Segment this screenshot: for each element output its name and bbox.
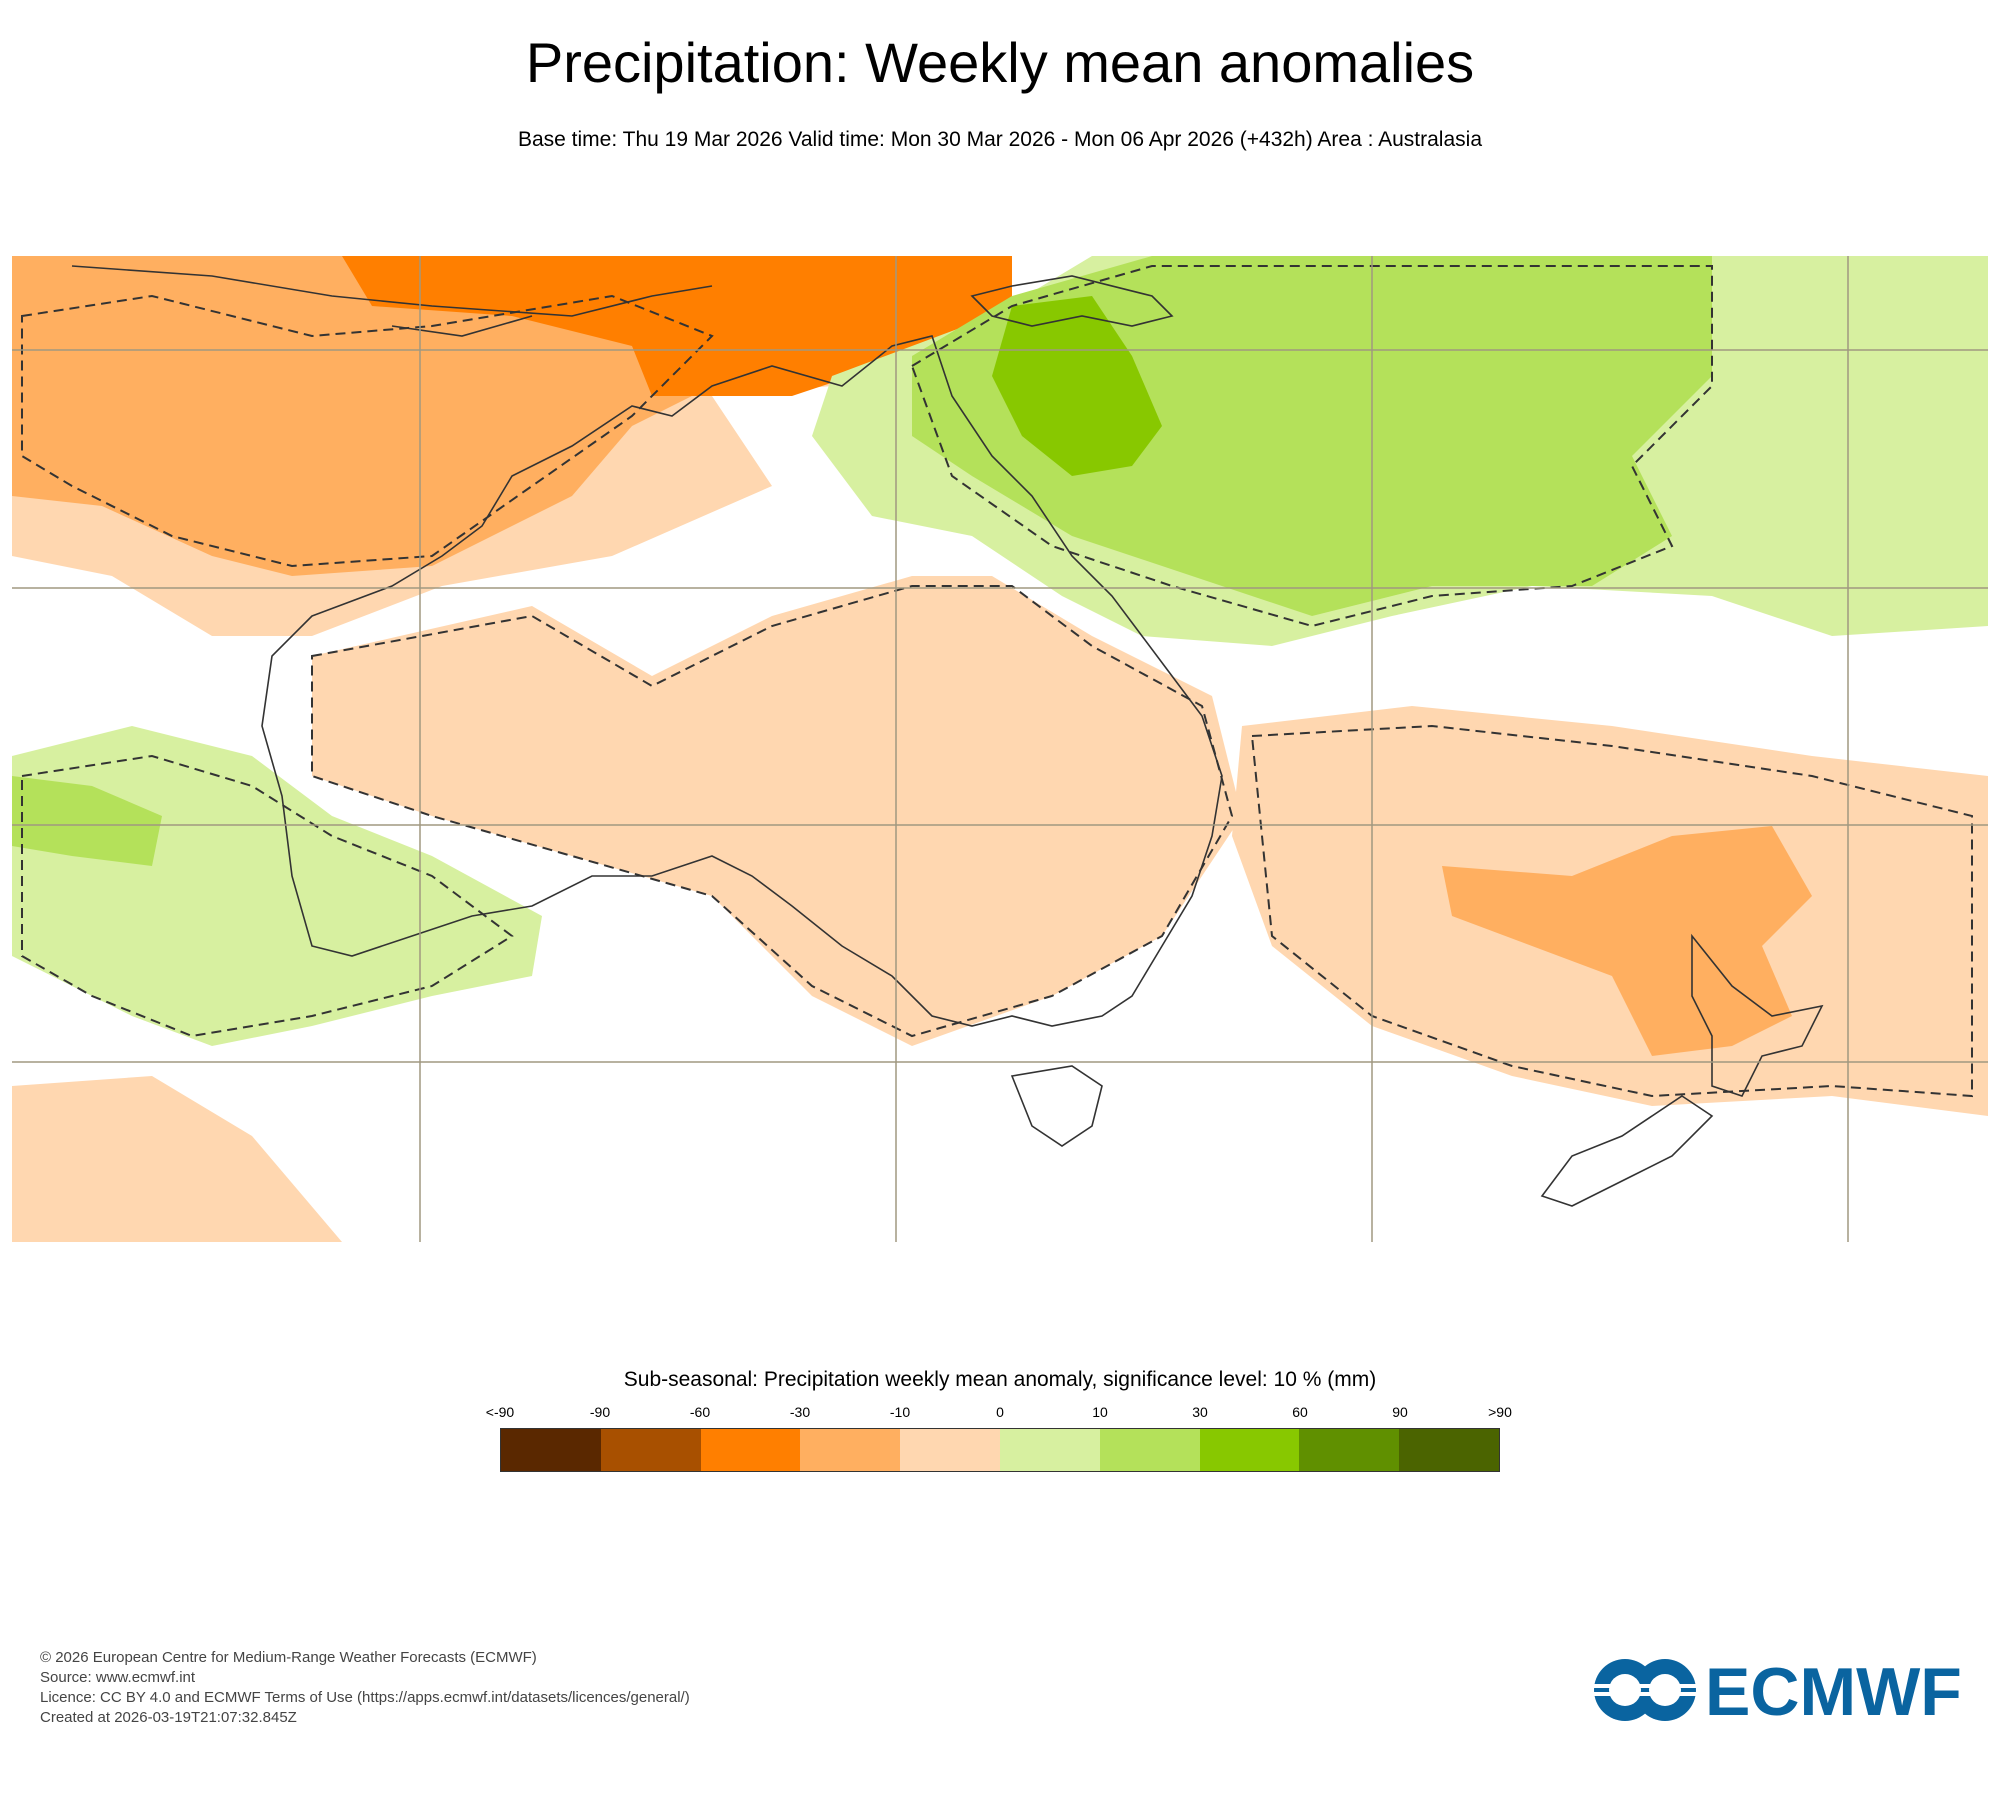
significance-contour <box>910 265 1713 628</box>
legend-color-bar <box>500 1428 1500 1472</box>
legend-tick: -10 <box>889 1404 911 1420</box>
licence-text: Licence: CC BY 4.0 and ECMWF Terms of Us… <box>40 1689 690 1706</box>
legend-swatch <box>1399 1429 1499 1471</box>
chart-subtitle: Base time: Thu 19 Mar 2026 Valid time: M… <box>517 128 1482 151</box>
coastline-new-guinea <box>970 275 1174 327</box>
anomaly-region-southwest-light-orange <box>12 1076 342 1242</box>
anomaly-region-indian-ocean-mid-green <box>12 776 162 866</box>
coastline-indonesia <box>71 265 713 337</box>
legend-swatch <box>900 1429 1000 1471</box>
coastline-australia <box>261 335 1223 1027</box>
coastline-new-zealand-north <box>1691 933 1824 1097</box>
legend-swatch <box>700 1429 801 1471</box>
legend-tick: <-90 <box>485 1404 515 1420</box>
legend-swatch <box>501 1429 601 1471</box>
footer: © 2026 European Centre for Medium-Range … <box>40 1648 690 1728</box>
significance-contour <box>21 754 514 1038</box>
legend-tick: 30 <box>1192 1404 1208 1420</box>
coastline-tasmania <box>1010 1065 1103 1147</box>
legend-tick: -30 <box>789 1404 811 1420</box>
legend-tick: -90 <box>589 1404 611 1420</box>
legend-tick: 60 <box>1292 1404 1308 1420</box>
legend-swatch <box>1099 1429 1200 1471</box>
legend-tick: 10 <box>1092 1404 1108 1420</box>
ecmwf-logo: ECMWF <box>1590 1655 1960 1725</box>
significance-contour <box>1250 724 1973 1098</box>
legend-swatch <box>800 1429 901 1471</box>
legend-tick: 90 <box>1392 1404 1408 1420</box>
copyright-text: © 2026 European Centre for Medium-Range … <box>40 1649 537 1666</box>
anomaly-region-papua-strong-green <box>992 296 1162 476</box>
legend-tick: >90 <box>1488 1404 1512 1420</box>
created-text: Created at 2026-03-19T21:07:32.845Z <box>40 1709 297 1726</box>
legend-swatch <box>999 1429 1100 1471</box>
anomaly-region-north-strong-orange <box>342 256 1012 396</box>
legend-tick: 0 <box>996 1404 1004 1420</box>
anomaly-map <box>12 256 1988 1242</box>
source-text: Source: www.ecmwf.int <box>40 1669 196 1686</box>
anomaly-region-tasman-mid-orange <box>1442 826 1812 1056</box>
anomaly-region-australia-interior-light <box>312 576 1242 1046</box>
chart-title: Precipitation: Weekly mean anomalies <box>525 31 1475 94</box>
legend-swatch <box>600 1429 701 1471</box>
legend-swatch <box>1299 1429 1400 1471</box>
significance-contour <box>311 585 1234 1038</box>
graticule <box>12 256 1988 1242</box>
legend-tick: -60 <box>689 1404 711 1420</box>
coastline-new-zealand-south <box>1540 1095 1714 1207</box>
significance-contour <box>21 294 714 568</box>
legend-title: Sub-seasonal: Precipitation weekly mean … <box>623 1368 1377 1391</box>
legend-swatch <box>1199 1429 1300 1471</box>
logo-text: ECMWF <box>1705 1655 1960 1725</box>
anomaly-region-indian-ocean-light-green <box>12 726 542 1046</box>
